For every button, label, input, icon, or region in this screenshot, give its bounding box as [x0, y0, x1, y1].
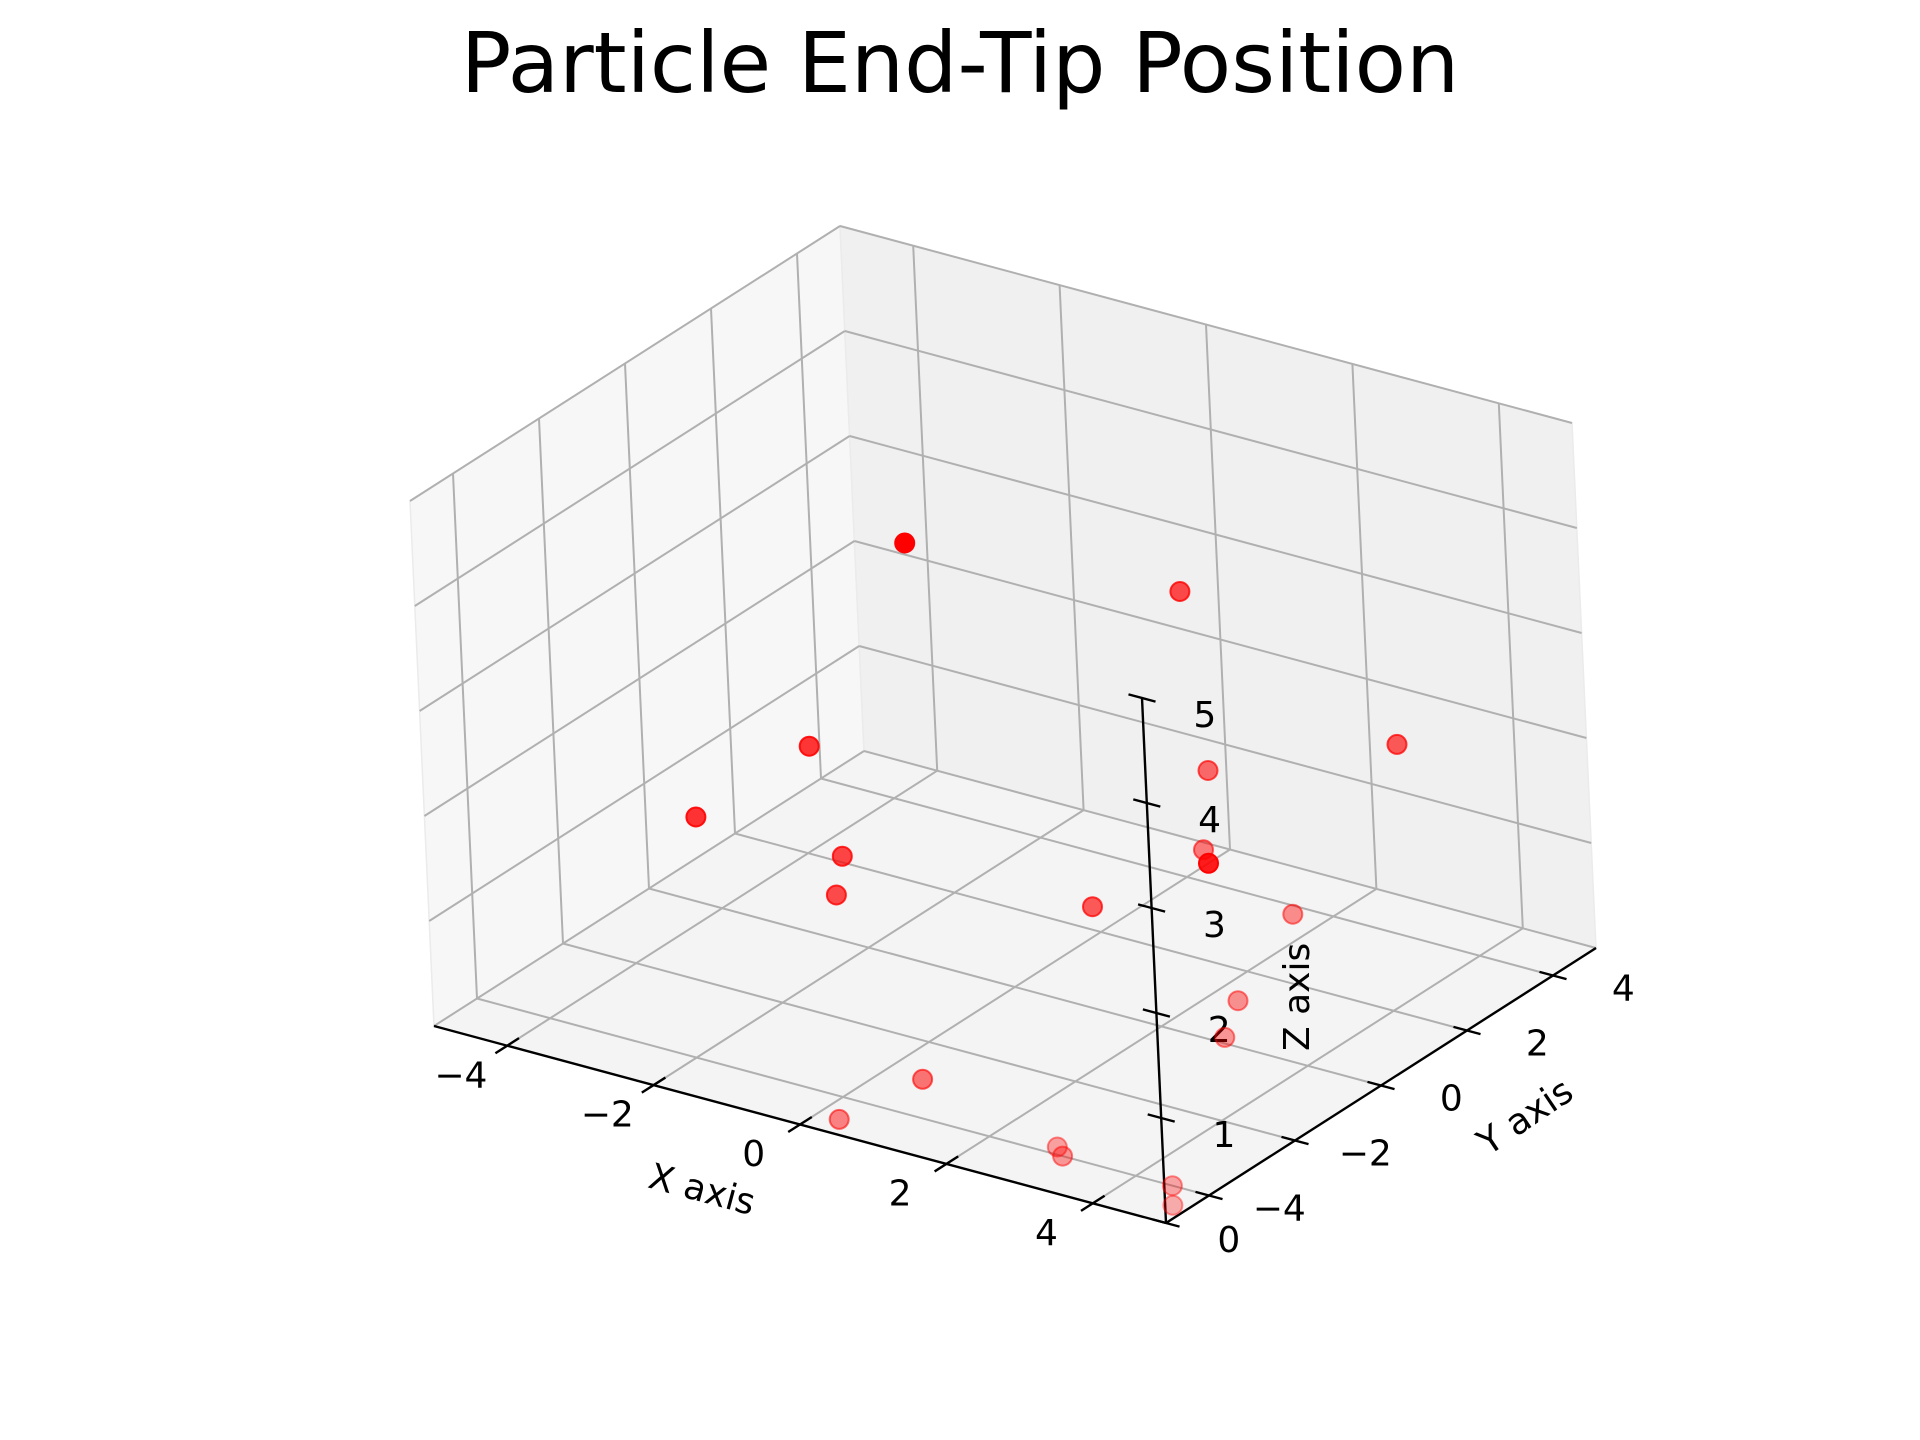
x-tick	[933, 1155, 959, 1173]
grid-line	[839, 225, 1573, 424]
x-tick-label: −2	[581, 1095, 634, 1136]
grid-line	[433, 750, 865, 1027]
grid-line	[796, 253, 822, 779]
data-point	[1169, 581, 1191, 602]
data-point	[1046, 1136, 1068, 1158]
data-point	[828, 1108, 850, 1130]
z-tick	[1132, 798, 1161, 808]
grid-line	[854, 540, 1587, 739]
data-point	[912, 1068, 934, 1090]
grid-line	[624, 363, 650, 889]
grid-line	[710, 308, 736, 834]
y-tick	[1281, 1135, 1309, 1146]
axes-panes	[409, 224, 1598, 1224]
x-tick	[494, 1037, 520, 1055]
x-tick	[1080, 1194, 1106, 1212]
z-tick	[1142, 1008, 1171, 1018]
grid-line	[1351, 363, 1378, 889]
grid-line	[820, 777, 1554, 977]
data-point	[1162, 1194, 1184, 1216]
grid-line	[849, 435, 1582, 634]
data-point	[831, 845, 853, 867]
z-tick	[1147, 1113, 1176, 1123]
z-tick-label: 1	[1213, 1115, 1236, 1156]
z-tick-label: 0	[1217, 1220, 1240, 1261]
data-point	[1198, 852, 1219, 874]
grid-line	[1058, 285, 1085, 811]
grid-line	[863, 750, 1597, 949]
z-tick-label: 5	[1193, 695, 1216, 736]
y-axis-label: Y axis	[1469, 1071, 1580, 1165]
x-tick	[641, 1076, 667, 1094]
data-point	[1214, 1026, 1236, 1048]
x-tick-label: 4	[1035, 1213, 1058, 1254]
data-point	[1197, 760, 1219, 781]
grid-line	[476, 997, 1210, 1197]
data-point	[1082, 896, 1103, 918]
x-tick	[787, 1115, 813, 1134]
y-tick	[1453, 1025, 1481, 1036]
grid-line	[844, 330, 1578, 529]
data-point	[825, 884, 847, 906]
data-point	[798, 735, 820, 757]
grid-line	[538, 418, 564, 944]
grid-lines	[409, 225, 1597, 1205]
x-tick-label: 2	[889, 1174, 912, 1215]
grid-line	[414, 330, 846, 607]
grid-line	[648, 887, 1382, 1087]
z-tick-label: 4	[1198, 800, 1221, 841]
grid-line	[1205, 324, 1231, 850]
grid-line	[1497, 403, 1524, 929]
data-point	[1386, 733, 1408, 755]
grid-line	[409, 225, 841, 502]
grid-line	[419, 435, 851, 712]
y-tick-label: 0	[1440, 1079, 1463, 1120]
data-point	[1161, 1175, 1183, 1197]
z-tick-label: 3	[1203, 905, 1226, 946]
y-tick	[1367, 1080, 1395, 1091]
y-tick-label: 2	[1526, 1024, 1549, 1065]
grid-line	[428, 645, 860, 922]
data-point	[1227, 990, 1249, 1012]
data-points	[685, 532, 1408, 1216]
data-point	[685, 806, 707, 828]
grid-line	[858, 645, 1592, 844]
data-point	[1282, 903, 1304, 925]
x-tick-label: −4	[434, 1055, 487, 1096]
z-axis-line	[1140, 697, 1168, 1224]
z-tick	[1128, 693, 1156, 703]
y-tick-label: −2	[1339, 1134, 1392, 1175]
axis-ticks: −4 −2 0 2 4 −4 −2 0 2 4 0 1 2 3 4 5	[434, 693, 1635, 1261]
data-point	[1052, 1145, 1074, 1167]
grid-line	[562, 942, 1296, 1142]
z-axis-label: Z axis	[1277, 943, 1318, 1051]
grid-line	[423, 540, 855, 817]
z-tick-label: 2	[1208, 1010, 1231, 1051]
grid-line	[734, 832, 1468, 1032]
z-tick	[1137, 903, 1166, 913]
chart-title: Particle End-Tip Position	[461, 14, 1459, 112]
z-tick	[1152, 1218, 1180, 1228]
grid-line	[912, 245, 939, 771]
data-point	[894, 532, 916, 554]
y-tick-label: −4	[1253, 1189, 1306, 1230]
y-tick	[1539, 970, 1567, 981]
y-tick-label: 4	[1612, 969, 1635, 1010]
y-tick	[1195, 1190, 1223, 1201]
grid-line	[452, 473, 478, 999]
x-tick-label: 0	[742, 1134, 765, 1175]
